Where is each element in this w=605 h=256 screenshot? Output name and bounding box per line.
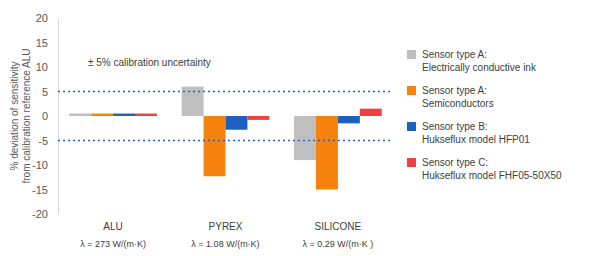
x-tick-sublabel: λ = 0.29 W/(m·K ) <box>303 239 374 249</box>
bar <box>91 114 113 116</box>
bar <box>360 109 382 116</box>
x-tick-label: ALU <box>103 221 122 232</box>
y-tick-label: -15 <box>32 184 48 196</box>
x-axis: ALU λ = 273 W/(m·K) PYREX λ = 1.08 W/(m·K) S… <box>80 221 373 249</box>
x-tick-sublabel: λ = 273 W/(m·K) <box>80 239 146 249</box>
legend-label: Sensor type C:Hukseflux model FHF05-50X5… <box>422 157 562 181</box>
bar <box>316 116 338 190</box>
bars <box>69 87 382 190</box>
legend-swatch <box>407 158 416 167</box>
reference-line <box>58 91 393 93</box>
chart: -20 -15 -10 -5 0 5 10 15 20 ± 5% calibration unce… <box>0 0 605 256</box>
legend-swatch <box>407 86 416 95</box>
bar <box>247 116 269 120</box>
y-tick-label: 10 <box>36 61 48 73</box>
legend-swatch <box>407 122 416 131</box>
x-tick-label: PYREX <box>209 221 243 232</box>
reference-lines <box>58 92 393 141</box>
legend-label: Sensor type A:Semiconductors <box>422 85 494 109</box>
y-tick-label: 0 <box>42 110 48 122</box>
y-tick-label: -10 <box>32 159 48 171</box>
bar <box>135 114 157 116</box>
reference-line <box>58 140 393 142</box>
legend-swatch <box>407 50 416 59</box>
legend-entry: Sensor type C:Hukseflux model FHF05-50X5… <box>407 157 562 181</box>
legend: Sensor type A:Electrically conductive in… <box>407 49 562 181</box>
y-tick: -20 <box>32 208 58 220</box>
y-tick: -5 <box>38 135 58 147</box>
bar <box>226 116 248 130</box>
legend-label: Sensor type B:Hukseflux model HFP01 <box>422 121 530 145</box>
y-tick: 10 <box>36 61 58 73</box>
annotation: ± 5% calibration uncertainty <box>88 57 211 68</box>
y-tick-label: -20 <box>32 208 48 220</box>
legend-label: Sensor type A:Electrically conductive in… <box>422 49 537 73</box>
x-tick-label: SILICONE <box>315 221 362 232</box>
y-tick: 0 <box>42 110 58 122</box>
y-tick-label: 5 <box>42 86 48 98</box>
bar <box>294 116 316 160</box>
legend-entry: Sensor type A:Semiconductors <box>407 85 494 109</box>
y-tick: -10 <box>32 159 58 171</box>
y-axis-line <box>58 19 59 215</box>
legend-entry: Sensor type A:Electrically conductive in… <box>407 49 537 73</box>
bar <box>204 116 226 176</box>
bar <box>338 116 360 123</box>
y-tick-label: -5 <box>38 135 48 147</box>
y-tick: -15 <box>32 184 58 196</box>
y-tick: 20 <box>36 12 58 24</box>
y-axis: -20 -15 -10 -5 0 5 10 15 20 <box>32 12 58 220</box>
legend-entry: Sensor type B:Hukseflux model HFP01 <box>407 121 530 145</box>
x-tick-sublabel: λ = 1.08 W/(m·K) <box>191 239 259 249</box>
y-tick-label: 15 <box>36 37 48 49</box>
bar <box>113 114 135 116</box>
y-tick-label: 20 <box>36 12 48 24</box>
y-axis-title: % deviation of sensitivityfrom calibrati… <box>9 48 32 183</box>
y-tick: 5 <box>42 86 58 98</box>
bar <box>69 114 91 116</box>
plot-area: -20 -15 -10 -5 0 5 10 15 20 ± 5% calibration unce… <box>32 12 393 249</box>
y-tick: 15 <box>36 37 58 49</box>
